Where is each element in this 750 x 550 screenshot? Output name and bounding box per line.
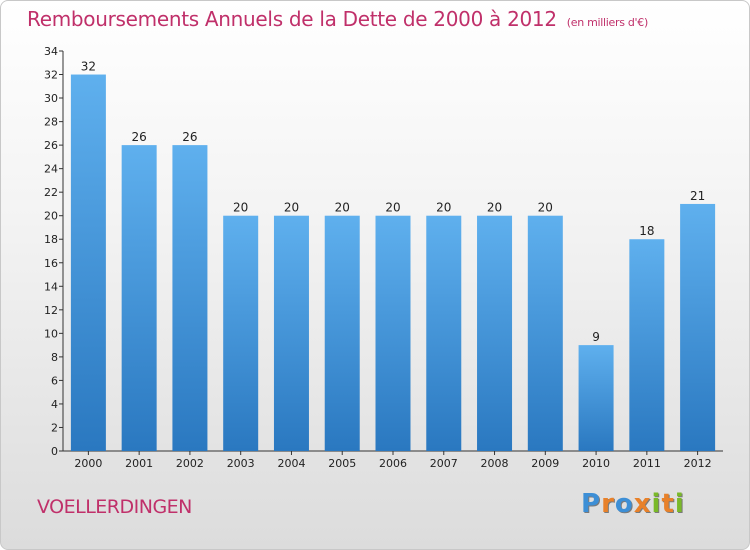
bar (578, 345, 614, 451)
bar-value-label: 9 (592, 330, 600, 344)
bar-value-label: 20 (233, 201, 248, 215)
bar (273, 215, 309, 451)
y-tick-label: 22 (44, 186, 58, 199)
y-tick-label: 30 (44, 92, 58, 105)
logo-letter: x (633, 489, 652, 519)
bar (426, 215, 462, 451)
x-tick-label: 2012 (684, 457, 712, 470)
chart-subtitle: (en milliers d'€) (566, 16, 648, 29)
y-tick-label: 6 (51, 374, 58, 387)
logo-letter: r (601, 489, 615, 519)
proxiti-logo: Proxiti (581, 489, 685, 519)
x-tick-label: 2005 (328, 457, 356, 470)
x-tick-label: 2011 (633, 457, 661, 470)
bar-value-label: 26 (132, 130, 147, 144)
bar-value-label: 20 (385, 201, 400, 215)
x-tick-label: 2003 (227, 457, 255, 470)
x-tick-label: 2000 (74, 457, 102, 470)
logo-letter: i (674, 489, 685, 519)
x-tick-label: 2002 (176, 457, 204, 470)
y-tick-label: 34 (44, 45, 58, 58)
y-tick-label: 16 (44, 257, 58, 270)
y-tick-label: 24 (44, 163, 58, 176)
logo-letter: o (614, 489, 634, 519)
x-tick-label: 2001 (125, 457, 153, 470)
bar-value-label: 26 (182, 130, 197, 144)
y-tick-label: 14 (44, 280, 58, 293)
bar (629, 239, 665, 451)
x-tick-label: 2010 (582, 457, 610, 470)
logo-letter: t (661, 489, 675, 519)
bar (680, 203, 716, 451)
chart-title: Remboursements Annuels de la Dette de 20… (27, 7, 648, 31)
logo-letter: P (581, 489, 602, 519)
bar-value-label: 20 (335, 201, 350, 215)
bar-value-label: 20 (284, 201, 299, 215)
bar (324, 215, 360, 451)
y-tick-label: 8 (51, 351, 58, 364)
bar (70, 74, 106, 451)
bar-value-label: 18 (639, 224, 654, 238)
bar-value-label: 20 (436, 201, 451, 215)
y-tick-label: 12 (44, 304, 58, 317)
commune-name: VOELLERDINGEN (37, 496, 192, 518)
y-tick-label: 28 (44, 116, 58, 129)
logo-letter: i (651, 489, 662, 519)
y-tick-label: 26 (44, 139, 58, 152)
bar-value-label: 20 (487, 201, 502, 215)
bar-value-label: 21 (690, 189, 705, 203)
bar-value-label: 20 (538, 201, 553, 215)
x-tick-label: 2006 (379, 457, 407, 470)
y-tick-label: 0 (51, 445, 58, 458)
y-tick-label: 10 (44, 327, 58, 340)
y-tick-label: 32 (44, 69, 58, 82)
bar (223, 215, 259, 451)
y-tick-label: 4 (51, 398, 58, 411)
x-tick-label: 2007 (430, 457, 458, 470)
y-tick-label: 18 (44, 233, 58, 246)
bar (121, 145, 157, 451)
chart-title-text: Remboursements Annuels de la Dette de 20… (27, 7, 557, 31)
bar (477, 215, 513, 451)
x-tick-label: 2009 (531, 457, 559, 470)
bar (527, 215, 563, 451)
bar-value-label: 32 (81, 60, 96, 74)
bar (375, 215, 411, 451)
bar (172, 145, 208, 451)
y-tick-label: 20 (44, 210, 58, 223)
y-tick-label: 2 (51, 421, 58, 434)
x-tick-label: 2004 (277, 457, 305, 470)
x-tick-label: 2008 (481, 457, 509, 470)
